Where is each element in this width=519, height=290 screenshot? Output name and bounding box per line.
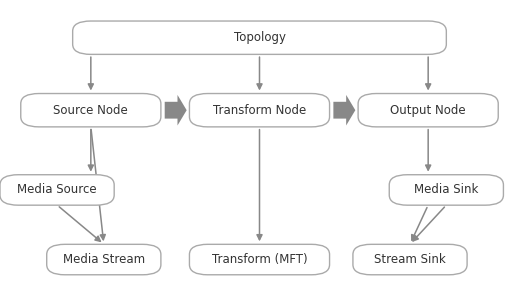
Text: Media Stream: Media Stream xyxy=(63,253,145,266)
Text: Media Sink: Media Sink xyxy=(414,184,479,196)
Text: Media Source: Media Source xyxy=(17,184,97,196)
FancyBboxPatch shape xyxy=(47,244,161,275)
Text: Transform Node: Transform Node xyxy=(213,104,306,117)
FancyBboxPatch shape xyxy=(358,93,498,127)
Text: Output Node: Output Node xyxy=(390,104,466,117)
FancyBboxPatch shape xyxy=(0,175,114,205)
FancyBboxPatch shape xyxy=(389,175,503,205)
Text: Topology: Topology xyxy=(234,31,285,44)
FancyBboxPatch shape xyxy=(189,93,330,127)
FancyBboxPatch shape xyxy=(353,244,467,275)
Text: Source Node: Source Node xyxy=(53,104,128,117)
FancyBboxPatch shape xyxy=(73,21,446,55)
FancyBboxPatch shape xyxy=(189,244,330,275)
FancyBboxPatch shape xyxy=(21,93,161,127)
Text: Stream Sink: Stream Sink xyxy=(374,253,446,266)
Text: Transform (MFT): Transform (MFT) xyxy=(212,253,307,266)
